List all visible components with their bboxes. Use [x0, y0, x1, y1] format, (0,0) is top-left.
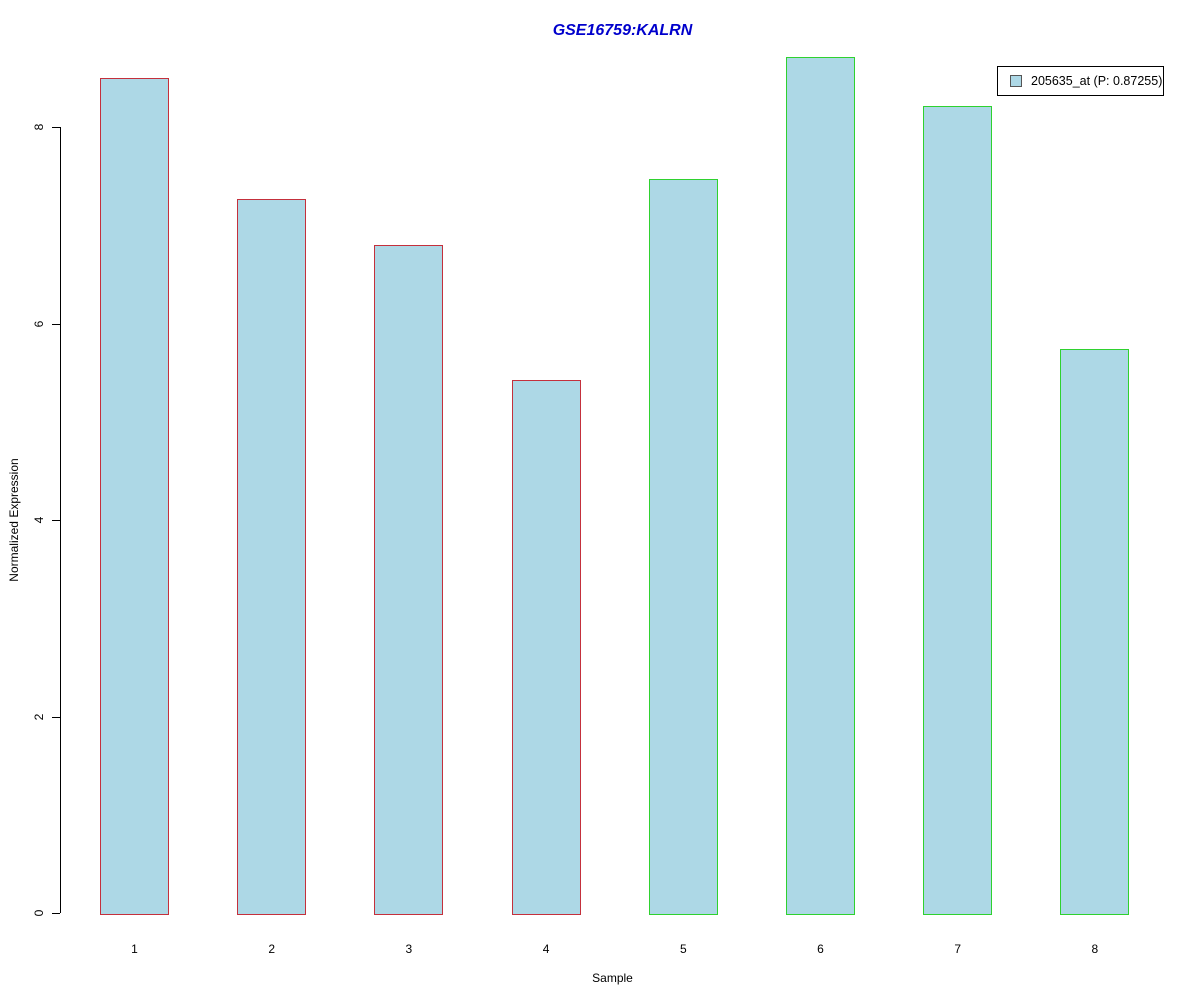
y-axis-line	[60, 127, 61, 913]
y-tick-mark	[52, 716, 60, 718]
y-tick-label: 4	[32, 516, 46, 524]
legend-label: 205635_at (P: 0.87255)	[1031, 74, 1163, 88]
y-tick-label: 6	[32, 320, 46, 327]
bar-sample-5	[648, 179, 718, 915]
y-tick-label: 2	[32, 713, 46, 720]
legend-swatch-icon	[1010, 75, 1022, 87]
chart-title: GSE16759:KALRN	[552, 22, 693, 39]
y-axis-label: Normalized Expression	[7, 458, 21, 582]
x-tick-label: 2	[268, 942, 276, 956]
x-tick-label: 7	[954, 942, 962, 956]
x-tick-label: 1	[131, 942, 138, 956]
legend-box: 205635_at (P: 0.87255)	[997, 66, 1164, 96]
bar-sample-2	[237, 198, 307, 915]
y-tick-mark	[52, 127, 60, 128]
bar-sample-4	[511, 380, 581, 915]
x-tick-label: 3	[405, 942, 413, 956]
x-tick-label: 4	[542, 942, 550, 956]
x-tick-label: 8	[1091, 942, 1099, 956]
y-tick-mark	[52, 520, 60, 521]
bar-sample-7	[923, 106, 993, 915]
bar-sample-1	[100, 77, 169, 915]
bar-sample-8	[1060, 349, 1130, 915]
bar-sample-6	[786, 57, 855, 915]
x-tick-label: 5	[679, 942, 687, 956]
x-tick-label: 6	[817, 942, 824, 956]
x-axis-label: Sample	[592, 971, 633, 985]
bar-sample-3	[374, 244, 444, 915]
y-tick-mark	[52, 913, 60, 914]
y-tick-mark	[52, 323, 60, 325]
y-tick-label: 0	[32, 909, 46, 917]
y-tick-label: 8	[32, 123, 46, 131]
